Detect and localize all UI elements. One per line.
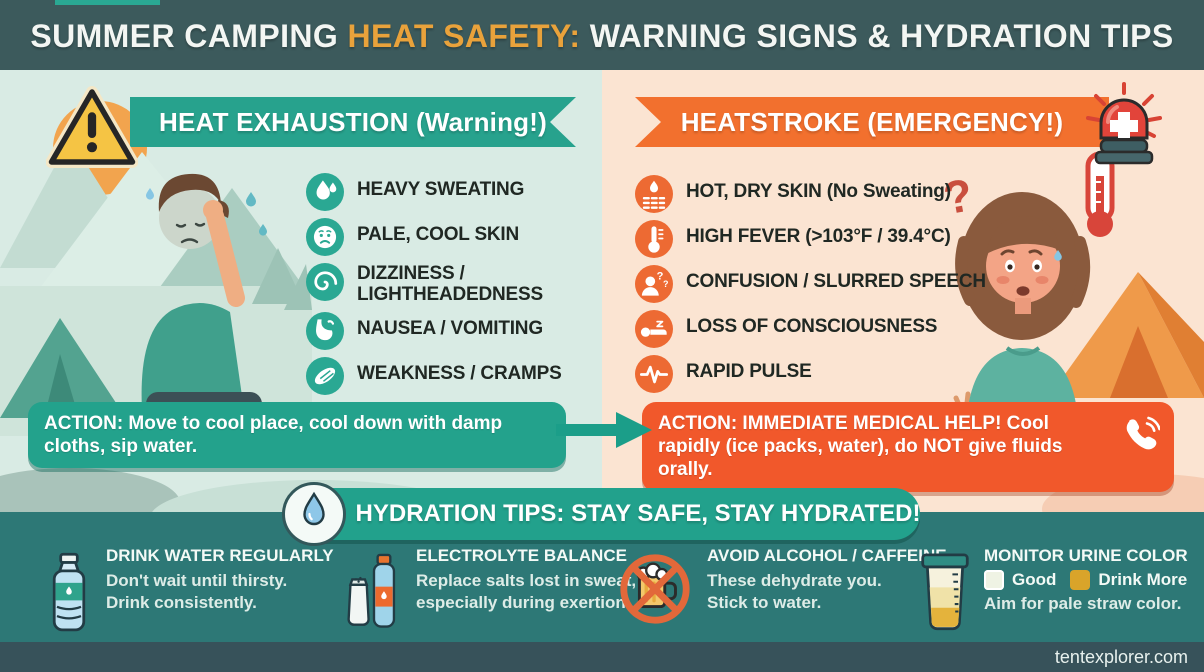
symptom-label: NAUSEA / VOMITING — [357, 318, 543, 340]
symptom-item: RAPID PULSE — [635, 355, 987, 393]
tip-text: AVOID ALCOHOL / CAFFEINE These dehydrate… — [707, 546, 947, 614]
website-url: tentexplorer.com — [1054, 646, 1188, 667]
stomach-icon — [306, 312, 344, 351]
muscle-cramp-icon — [306, 357, 344, 396]
symptom-item: WEAKNESS / CRAMPS — [306, 357, 598, 396]
page-title: SUMMER CAMPING HEAT SAFETY: WARNING SIGN… — [0, 0, 1204, 70]
tip-electrolyte: ELECTROLYTE BALANCE Replace salts lost i… — [301, 546, 636, 642]
title-accent: HEAT SAFETY: — [347, 18, 581, 54]
tip-line: Don't wait until thirsty. — [106, 571, 288, 590]
good-label: Good — [1012, 570, 1057, 589]
good-color-swatch — [984, 570, 1004, 590]
hydration-banner: HYDRATION TIPS: STAY SAFE, STAY HYDRATED… — [298, 488, 920, 540]
salt-and-sports-bottle-icon — [347, 553, 396, 628]
cloud-decoration — [0, 468, 180, 512]
symptom-item: HOT, DRY SKIN (No Sweating) — [635, 175, 987, 213]
symptom-item: HIGH FEVER (>103°F / 39.4°C) — [635, 220, 987, 258]
title-part2: WARNING SIGNS & HYDRATION TIPS — [580, 18, 1174, 54]
heat-exhaustion-action-text: ACTION: Move to cool place, cool down wi… — [44, 413, 503, 458]
heatstroke-symptom-list: HOT, DRY SKIN (No Sweating) HIGH FEVER (… — [635, 175, 987, 400]
tip-title: DRINK WATER REGULARLY — [106, 546, 334, 565]
symptom-item: LOSS OF CONSCIOUSNESS — [635, 310, 987, 348]
symptom-label: PALE, COOL SKIN — [357, 224, 520, 245]
symptom-item: NAUSEA / VOMITING — [306, 312, 598, 351]
urine-sample-cup-icon — [921, 553, 969, 631]
symptom-label: WEAKNESS / CRAMPS — [357, 363, 562, 385]
rapid-pulse-icon — [635, 355, 673, 393]
heat-exhaustion-panel: HEAT EXHAUSTION (Warning!) HEAVY SWEATIN… — [0, 70, 602, 512]
water-drop-icon — [303, 491, 325, 526]
tip-monitor-urine: MONITOR URINE COLOR Good Drink More Aim … — [903, 546, 1204, 642]
drink-more-color-swatch — [1070, 570, 1091, 590]
heat-exhaustion-illustration — [0, 101, 312, 436]
symptom-label: CONFUSION / SLURRED SPEECH — [686, 271, 986, 292]
footer: tentexplorer.com — [0, 642, 1204, 672]
heatstroke-action-text: ACTION: IMMEDIATE MEDICAL HELP! Cool rap… — [658, 413, 1063, 481]
urine-color-legend: Good Drink More — [984, 570, 1193, 590]
symptom-label: HEAVY SWEATING — [357, 179, 525, 200]
water-drop-badge — [282, 482, 346, 546]
heat-exhaustion-banner: HEAT EXHAUSTION (Warning!) — [130, 97, 576, 147]
title-part1: SUMMER CAMPING — [30, 18, 348, 54]
dizziness-spiral-icon — [306, 263, 344, 301]
symptom-label: HIGH FEVER (>103°F / 39.4°C) — [686, 226, 951, 247]
header-accent-stripe — [55, 0, 160, 5]
unconscious-person-icon — [635, 310, 673, 348]
tip-title: ELECTROLYTE BALANCE — [416, 546, 627, 565]
heatstroke-action-box: ACTION: IMMEDIATE MEDICAL HELP! Cool rap… — [642, 402, 1174, 492]
symptom-label: HOT, DRY SKIN (No Sweating) — [686, 181, 951, 202]
tip-drink-water: DRINK WATER REGULARLY Don't wait until t… — [0, 546, 334, 642]
arrow-right-icon — [556, 412, 652, 448]
symptom-item: PALE, COOL SKIN — [306, 218, 598, 256]
tip-line: Drink consistently. — [106, 593, 257, 613]
confusion-icon: ? ? — [635, 265, 673, 303]
no-beer-icon — [620, 554, 690, 624]
symptom-item: DIZZINESS / LIGHTHEADEDNESS — [306, 263, 598, 305]
tip-text: MONITOR URINE COLOR Good Drink More Aim … — [984, 546, 1193, 615]
water-bottle-icon — [52, 552, 86, 632]
tip-line: These dehydrate you. — [707, 571, 882, 590]
tip-line: especially during exertion. — [416, 593, 631, 613]
symptom-label: RAPID PULSE — [686, 361, 812, 382]
tip-text: DRINK WATER REGULARLY Don't wait until t… — [106, 546, 334, 614]
heatstroke-panel: ? HEATSTROKE (EMERGENCY!) — [602, 70, 1204, 512]
symptom-item: HEAVY SWEATING — [306, 173, 598, 211]
header: SUMMER CAMPING HEAT SAFETY: WARNING SIGN… — [0, 0, 1204, 70]
emergency-siren-icon — [1086, 82, 1162, 165]
question-mark-glyph: ? — [663, 279, 668, 289]
tip-avoid-alcohol: AVOID ALCOHOL / CAFFEINE These dehydrate… — [602, 546, 947, 642]
dry-skin-icon — [635, 175, 673, 213]
symptom-item: ? ? CONFUSION / SLURRED SPEECH — [635, 265, 987, 303]
symptom-label: DIZZINESS / LIGHTHEADEDNESS — [357, 263, 543, 305]
question-mark-glyph: ? — [657, 270, 664, 282]
tip-line: Replace salts lost in sweat, — [416, 571, 637, 590]
heat-exhaustion-action-box: ACTION: Move to cool place, cool down wi… — [28, 402, 566, 469]
tip-line: Stick to water. — [707, 593, 822, 613]
tip-text: ELECTROLYTE BALANCE Replace salts lost i… — [416, 546, 636, 614]
tip-line: Aim for pale straw color. — [984, 594, 1182, 613]
sweat-drops-icon — [306, 173, 344, 211]
symptom-label: LOSS OF CONSCIOUSNESS — [686, 316, 938, 337]
thermometer-icon — [635, 220, 673, 258]
emergency-phone-icon — [1126, 416, 1160, 450]
tip-title: MONITOR URINE COLOR — [984, 546, 1188, 565]
drink-more-label: Drink More — [1098, 570, 1188, 589]
tip-title: AVOID ALCOHOL / CAFFEINE — [707, 546, 947, 565]
heatstroke-banner: HEATSTROKE (EMERGENCY!) — [635, 97, 1109, 147]
warning-triangle-icon — [46, 86, 138, 168]
pale-face-icon — [306, 218, 344, 256]
heat-exhaustion-symptom-list: HEAVY SWEATING PALE, COOL SKIN DIZZINESS… — [306, 173, 598, 402]
